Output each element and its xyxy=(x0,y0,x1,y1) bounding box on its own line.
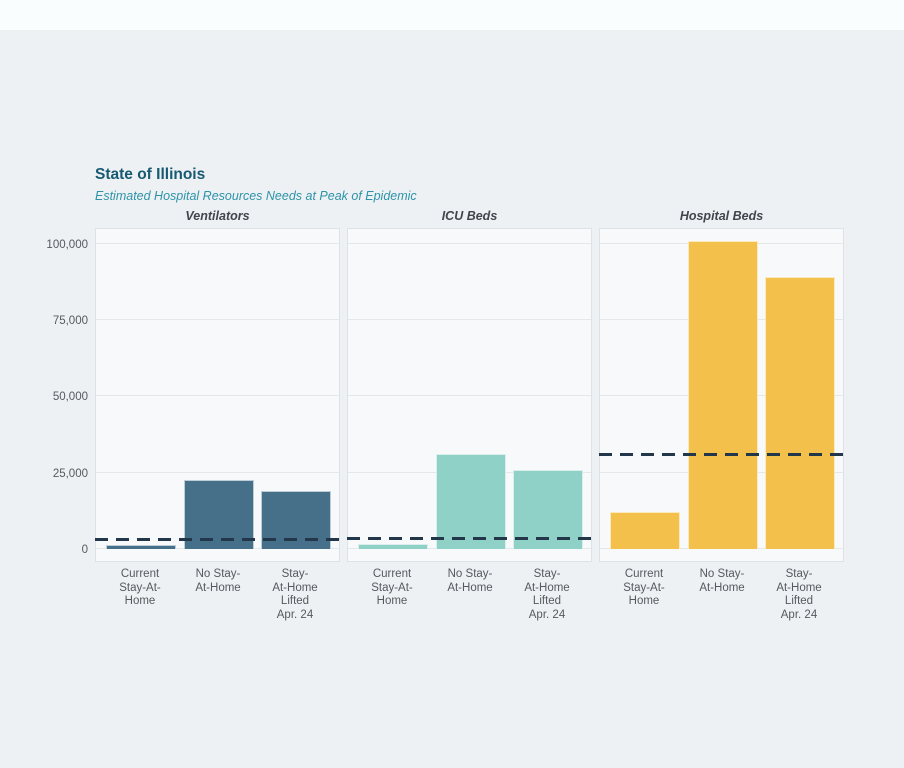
x-axis-label-line: Stay-At- xyxy=(371,581,413,594)
capacity-dashed-line-hospital-beds xyxy=(599,452,844,456)
x-axis-label-line: Apr. 24 xyxy=(276,608,314,621)
gridline xyxy=(348,242,591,244)
top-strip xyxy=(0,0,904,30)
y-axis-tick-label: 25,000 xyxy=(52,467,88,480)
x-axis-label-line: Apr. 24 xyxy=(780,608,818,621)
panel-title-icu-beds: ICU Beds xyxy=(441,209,498,223)
x-axis-label-stay-at-home-lifted-apr-24: Stay- At-Home Lifted Apr. 24 xyxy=(744,568,854,622)
y-axis-tick-label: 50,000 xyxy=(52,391,88,404)
bar-icu-beds-stay-at-home-lifted-apr-24 xyxy=(513,469,583,549)
x-axis-label-no-stay-at-home: No Stay- At-Home xyxy=(415,568,525,595)
bar-icu-beds-current-stay-at-home xyxy=(358,544,428,549)
bar-ventilators-no-stay-at-home xyxy=(184,480,254,549)
x-axis-label-line: Apr. 24 xyxy=(528,608,566,621)
x-axis-label-line: At-Home xyxy=(447,581,493,594)
bar-hospital-beds-stay-at-home-lifted-apr-24 xyxy=(765,277,835,549)
x-axis-label-line: Stay- xyxy=(785,568,813,580)
x-axis-label-line: Home xyxy=(628,595,660,607)
x-axis-label-line: Lifted xyxy=(784,595,814,607)
x-axis-label-line: Current xyxy=(372,568,412,580)
panel-title-hospital-beds: Hospital Beds xyxy=(679,209,764,223)
x-axis-label-line: Stay-At- xyxy=(119,581,161,594)
x-axis-label-line: Stay- xyxy=(281,568,309,580)
x-axis-label-line: Current xyxy=(120,568,160,580)
x-axis-label-line: Lifted xyxy=(280,595,310,607)
x-axis-label-line: No Stay- xyxy=(195,568,241,580)
panel-title-ventilators: Ventilators xyxy=(185,209,250,223)
x-axis-label-line: At-Home xyxy=(272,581,318,594)
x-axis-label-line: Lifted xyxy=(532,595,562,607)
bar-ventilators-current-stay-at-home xyxy=(106,544,176,549)
x-axis-label-line: Current xyxy=(624,568,664,580)
gridline xyxy=(96,471,339,473)
capacity-dashed-line-icu-beds xyxy=(347,537,592,541)
y-axis: 0 25,000 50,000 75,000 100,000 xyxy=(26,228,88,562)
bar-hospital-beds-current-stay-at-home xyxy=(610,512,680,549)
x-axis-label-line: At-Home xyxy=(699,581,745,594)
gridline xyxy=(96,395,339,397)
x-axis-label-line: Stay-At- xyxy=(623,581,665,594)
x-axis-label-line: At-Home xyxy=(195,581,241,594)
chart-title: State of Illinois xyxy=(95,166,206,183)
x-axis-label-line: No Stay- xyxy=(447,568,493,580)
panel-icu-beds xyxy=(347,228,592,562)
capacity-dashed-line-ventilators xyxy=(95,537,340,541)
x-axis-label-current-stay-at-home: Current Stay-At- Home xyxy=(85,568,195,609)
x-axis-label-current-stay-at-home: Current Stay-At- Home xyxy=(589,568,699,609)
bar-icu-beds-no-stay-at-home xyxy=(436,454,506,549)
y-axis-tick-label: 75,000 xyxy=(52,315,88,328)
gridline xyxy=(348,319,591,321)
gridline xyxy=(96,319,339,321)
x-axis-label-stay-at-home-lifted-apr-24: Stay- At-Home Lifted Apr. 24 xyxy=(492,568,602,622)
x-axis-label-line: No Stay- xyxy=(699,568,745,580)
x-axis-label-no-stay-at-home: No Stay- At-Home xyxy=(163,568,273,595)
bar-hospital-beds-no-stay-at-home xyxy=(688,240,758,549)
x-axis-label-current-stay-at-home: Current Stay-At- Home xyxy=(337,568,447,609)
panel-ventilators xyxy=(95,228,340,562)
chart-subtitle: Estimated Hospital Resources Needs at Pe… xyxy=(95,189,417,203)
x-axis-label-line: At-Home xyxy=(524,581,570,594)
x-axis-label-line: Home xyxy=(376,595,408,607)
panel-hospital-beds xyxy=(599,228,844,562)
x-axis-label-line: Home xyxy=(124,595,156,607)
gridline xyxy=(348,395,591,397)
y-axis-tick-label: 0 xyxy=(81,544,88,556)
y-axis-tick-label: 100,000 xyxy=(46,238,88,251)
x-axis-label-stay-at-home-lifted-apr-24: Stay- At-Home Lifted Apr. 24 xyxy=(240,568,350,622)
x-axis-label-line: At-Home xyxy=(776,581,822,594)
x-axis-label-no-stay-at-home: No Stay- At-Home xyxy=(667,568,777,595)
gridline xyxy=(96,242,339,244)
x-axis-label-line: Stay- xyxy=(533,568,561,580)
